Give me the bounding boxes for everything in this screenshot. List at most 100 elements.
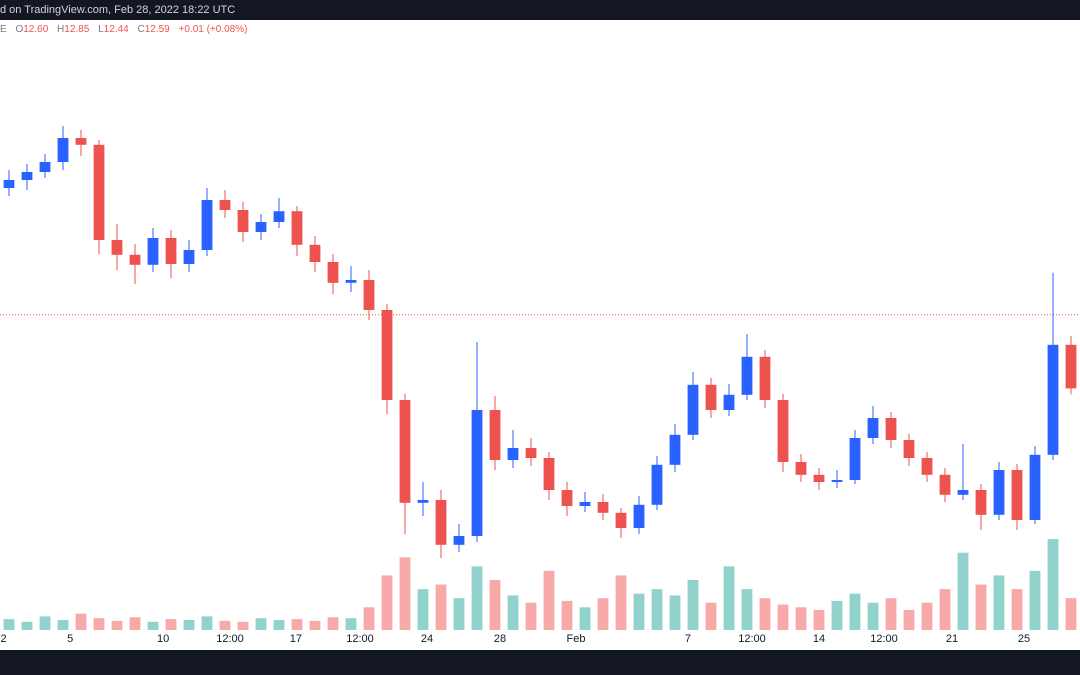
candle-body [579, 502, 591, 506]
volume-bar [507, 595, 519, 630]
volume-bar [1047, 539, 1059, 630]
candle-body [633, 504, 645, 528]
x-tick-label: 12:00 [346, 633, 374, 645]
volume-bar [363, 607, 375, 630]
candle-body [3, 180, 15, 188]
candle-body [291, 211, 303, 245]
x-tick-label: 17 [290, 633, 302, 645]
candle-body [345, 280, 357, 283]
volume-bar [255, 618, 267, 630]
candle-body [381, 310, 393, 400]
legend-value: 12.60 [23, 24, 49, 35]
x-tick-label: 5 [67, 633, 73, 645]
volume-bar [183, 620, 195, 630]
legend-value: 12.59 [144, 24, 170, 35]
header-title: d on TradingView.com, Feb 28, 2022 18:22… [0, 4, 236, 16]
volume-bar [669, 595, 681, 630]
x-tick-label: 24 [421, 633, 433, 645]
candle-body [813, 474, 825, 482]
volume-bar [417, 589, 429, 630]
x-tick-label: 10 [157, 633, 169, 645]
candle-body [57, 138, 69, 162]
candle-body [1047, 344, 1059, 455]
x-tick-label: 25 [1018, 633, 1030, 645]
candle-body [111, 240, 123, 255]
candle-body [399, 400, 411, 503]
candle-body [957, 490, 969, 495]
candle-body [741, 356, 753, 395]
candle-body [201, 200, 213, 250]
candle-body [561, 490, 573, 506]
candle-body [75, 138, 87, 145]
volume-bar [723, 566, 735, 630]
volume-bar [795, 607, 807, 630]
volume-bar [399, 557, 411, 630]
candle-body [363, 280, 375, 310]
candle-body [669, 434, 681, 465]
legend-key: H [57, 24, 65, 35]
candle-body [705, 384, 717, 410]
candle-body [615, 512, 627, 528]
legend-value: 12.44 [103, 24, 129, 35]
volume-bar [903, 610, 915, 630]
legend-symbol: E [0, 24, 7, 35]
volume-bar [561, 600, 573, 630]
candle-body [39, 162, 51, 172]
volume-bar [237, 621, 249, 630]
volume-bar [345, 618, 357, 630]
volume-bar [939, 589, 951, 630]
candle-body [93, 144, 105, 240]
volume-bar [687, 580, 699, 630]
volume-bar [543, 570, 555, 630]
x-tick-label: 21 [946, 633, 958, 645]
candle-body [219, 200, 231, 210]
candle-body [543, 458, 555, 490]
x-tick-label: 12:00 [870, 633, 898, 645]
x-tick-label: 14 [813, 633, 825, 645]
candle-body [525, 448, 537, 458]
volume-bar [435, 584, 447, 630]
candle-body [489, 410, 501, 460]
volume-bar [57, 620, 69, 630]
candle-body [903, 440, 915, 458]
candle-body [471, 410, 483, 536]
candle-body [183, 250, 195, 264]
candle-body [273, 211, 285, 222]
volume-bar [309, 620, 321, 630]
volume-bar [129, 617, 141, 630]
x-tick-label: Feb [567, 633, 586, 645]
volume-bar [381, 575, 393, 630]
candle-body [507, 448, 519, 460]
candle-body [1065, 344, 1077, 389]
volume-bar [327, 617, 339, 630]
volume-bar [597, 598, 609, 630]
volume-bar [1065, 598, 1077, 630]
volume-bar [633, 593, 645, 630]
candle-body [309, 244, 321, 262]
candle-body [1029, 454, 1041, 520]
candle-body [921, 458, 933, 475]
candle-body [597, 502, 609, 513]
volume-bar [525, 602, 537, 630]
volume-bar [273, 620, 285, 630]
ohlc-legend: E O12.60 H12.85 L12.44 C12.59 +0.01 (+0.… [0, 24, 253, 35]
x-tick-label: 12:00 [216, 633, 244, 645]
x-tick-label: 12:00 [738, 633, 766, 645]
volume-bar [219, 620, 231, 630]
candle-body [417, 500, 429, 503]
x-tick-label: 7 [685, 633, 691, 645]
candle-body [327, 262, 339, 283]
volume-bar [75, 613, 87, 630]
volume-bar [615, 575, 627, 630]
candle-body [759, 356, 771, 400]
volume-bar [21, 621, 33, 630]
legend-key: C [137, 24, 145, 35]
volume-bar [921, 602, 933, 630]
volume-bar [849, 593, 861, 630]
x-tick-label: 2 [1, 633, 7, 645]
volume-bar [831, 600, 843, 630]
volume-bar [975, 584, 987, 630]
volume-bar [291, 619, 303, 630]
volume-bar [147, 621, 159, 630]
